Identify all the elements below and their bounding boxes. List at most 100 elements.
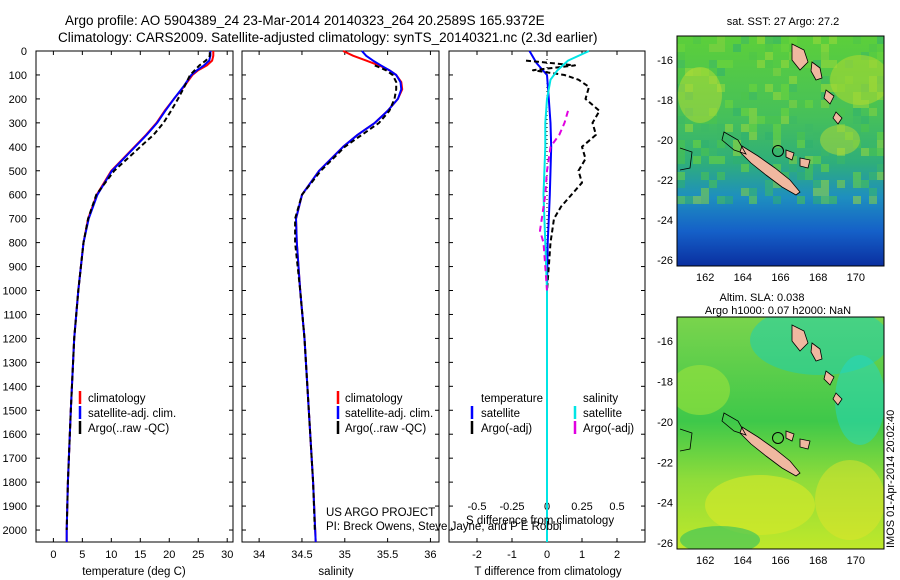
depth-tick-label: 1600 <box>3 429 27 441</box>
sst-pixel <box>701 196 709 204</box>
sst-pixel <box>797 196 805 204</box>
sst-pixel <box>717 60 725 68</box>
reef-outline <box>721 131 747 155</box>
vanuatu-island <box>823 370 835 386</box>
legend-label-argo: Argo(..raw -QC) <box>88 423 169 435</box>
depth-tick-label: 400 <box>9 142 27 154</box>
sla-blob <box>815 460 884 540</box>
sst-pixel <box>717 124 725 132</box>
x-tick-label: 10 <box>105 549 117 561</box>
sst-pixel <box>741 108 749 116</box>
sst-pixel <box>821 180 829 188</box>
sst-pixel <box>789 164 797 172</box>
sst-pixel <box>749 132 757 140</box>
vanuatu-island <box>791 324 809 352</box>
depth-tick-label: 1700 <box>3 453 27 465</box>
vanuatu-island <box>832 111 843 125</box>
sst-pixel <box>749 92 757 100</box>
x-tick-label: 2 <box>614 549 620 561</box>
x-tick-label: 34 <box>253 549 265 561</box>
header-line2: Climatology: CARS2009. Satellite-adjuste… <box>58 30 598 45</box>
sst-pixel <box>693 140 701 148</box>
depth-tick-label: 2000 <box>3 525 27 537</box>
sst-pixel <box>869 140 877 148</box>
sst-pixel <box>813 156 821 164</box>
sst-pixel <box>805 164 813 172</box>
series-line-argo-raw-qc- <box>294 64 398 531</box>
sst-pixel <box>813 180 821 188</box>
sst-pixel <box>765 132 773 140</box>
loyalty-island <box>785 149 795 161</box>
sst-pixel <box>709 148 717 156</box>
sla-map-lat-label: -24 <box>657 498 673 510</box>
depth-tick-label: 900 <box>9 262 27 274</box>
sst-pixel <box>869 100 877 108</box>
sst-pixel <box>685 108 693 116</box>
sst-pixel <box>733 44 741 52</box>
series-line-climatology <box>65 51 215 542</box>
legend-label-argo: Argo(..raw -QC) <box>345 423 426 435</box>
sst-pixel <box>869 148 877 156</box>
sst-pixel <box>861 116 869 124</box>
legend-label-climatology: climatology <box>88 393 146 405</box>
sla-map-lon-label: 168 <box>809 555 827 567</box>
sst-map-lat-label: -16 <box>657 55 673 67</box>
sst-pixel <box>821 164 829 172</box>
sst-pixel <box>709 60 717 68</box>
legend-title-temperature: temperature <box>481 393 543 405</box>
sla-map <box>677 317 884 549</box>
sst-pixel <box>725 100 733 108</box>
sst-pixel <box>677 116 685 124</box>
sst-pixel <box>861 148 869 156</box>
sst-pixel <box>677 196 685 204</box>
sst-pixel <box>773 124 781 132</box>
sst-pixel <box>829 196 837 204</box>
sst-pixel <box>765 188 773 196</box>
reef-outline <box>679 428 693 452</box>
series-line-s-satellite <box>542 50 590 542</box>
sst-pixel <box>725 196 733 204</box>
sst-pixel <box>685 196 693 204</box>
sst-pixel <box>853 180 861 188</box>
argo-float-marker <box>772 432 784 444</box>
sst-pixel <box>877 148 884 156</box>
depth-tick-label: 1300 <box>3 357 27 369</box>
sst-pixel <box>685 68 693 76</box>
x-tick-label: 35.5 <box>377 549 398 561</box>
sst-pixel <box>765 44 773 52</box>
sst-pixel <box>749 188 757 196</box>
sst-pixel <box>781 92 789 100</box>
sla-map-lat-label: -18 <box>657 377 673 389</box>
sst-pixel <box>869 172 877 180</box>
sla-map-lat-label: -26 <box>657 538 673 550</box>
sst-pixel <box>709 156 717 164</box>
depth-tick-label: 500 <box>9 166 27 178</box>
sst-pixel <box>701 172 709 180</box>
sst-pixel <box>869 196 877 204</box>
sst-map-lon-label: 170 <box>847 272 865 284</box>
sst-map-lat-label: -24 <box>657 215 673 227</box>
sla-map-lat-label: -16 <box>657 336 673 348</box>
depth-tick-label: 700 <box>9 214 27 226</box>
reef-outline <box>679 147 693 171</box>
new-caledonia-island <box>739 145 801 196</box>
sst-pixel <box>853 36 861 44</box>
sst-map <box>677 36 884 266</box>
sst-pixel <box>693 156 701 164</box>
sst-pixel <box>693 36 701 44</box>
sst-pixel <box>877 140 884 148</box>
sst-pixel <box>821 84 829 92</box>
sst-pixel <box>741 140 749 148</box>
warm-patch <box>820 125 860 155</box>
sst-pixel <box>677 44 685 52</box>
sst-pixel <box>861 180 869 188</box>
s-tick-label: -0.5 <box>468 501 487 513</box>
sst-pixel <box>821 60 829 68</box>
sst-pixel <box>741 164 749 172</box>
sst-pixel <box>677 172 685 180</box>
x-tick-label: 0 <box>50 549 56 561</box>
difference-legend: temperature salinity satellite Argo(-adj… <box>470 393 634 435</box>
sst-pixel <box>717 196 725 204</box>
depth-tick-label: 800 <box>9 238 27 250</box>
sst-pixel <box>709 76 717 84</box>
